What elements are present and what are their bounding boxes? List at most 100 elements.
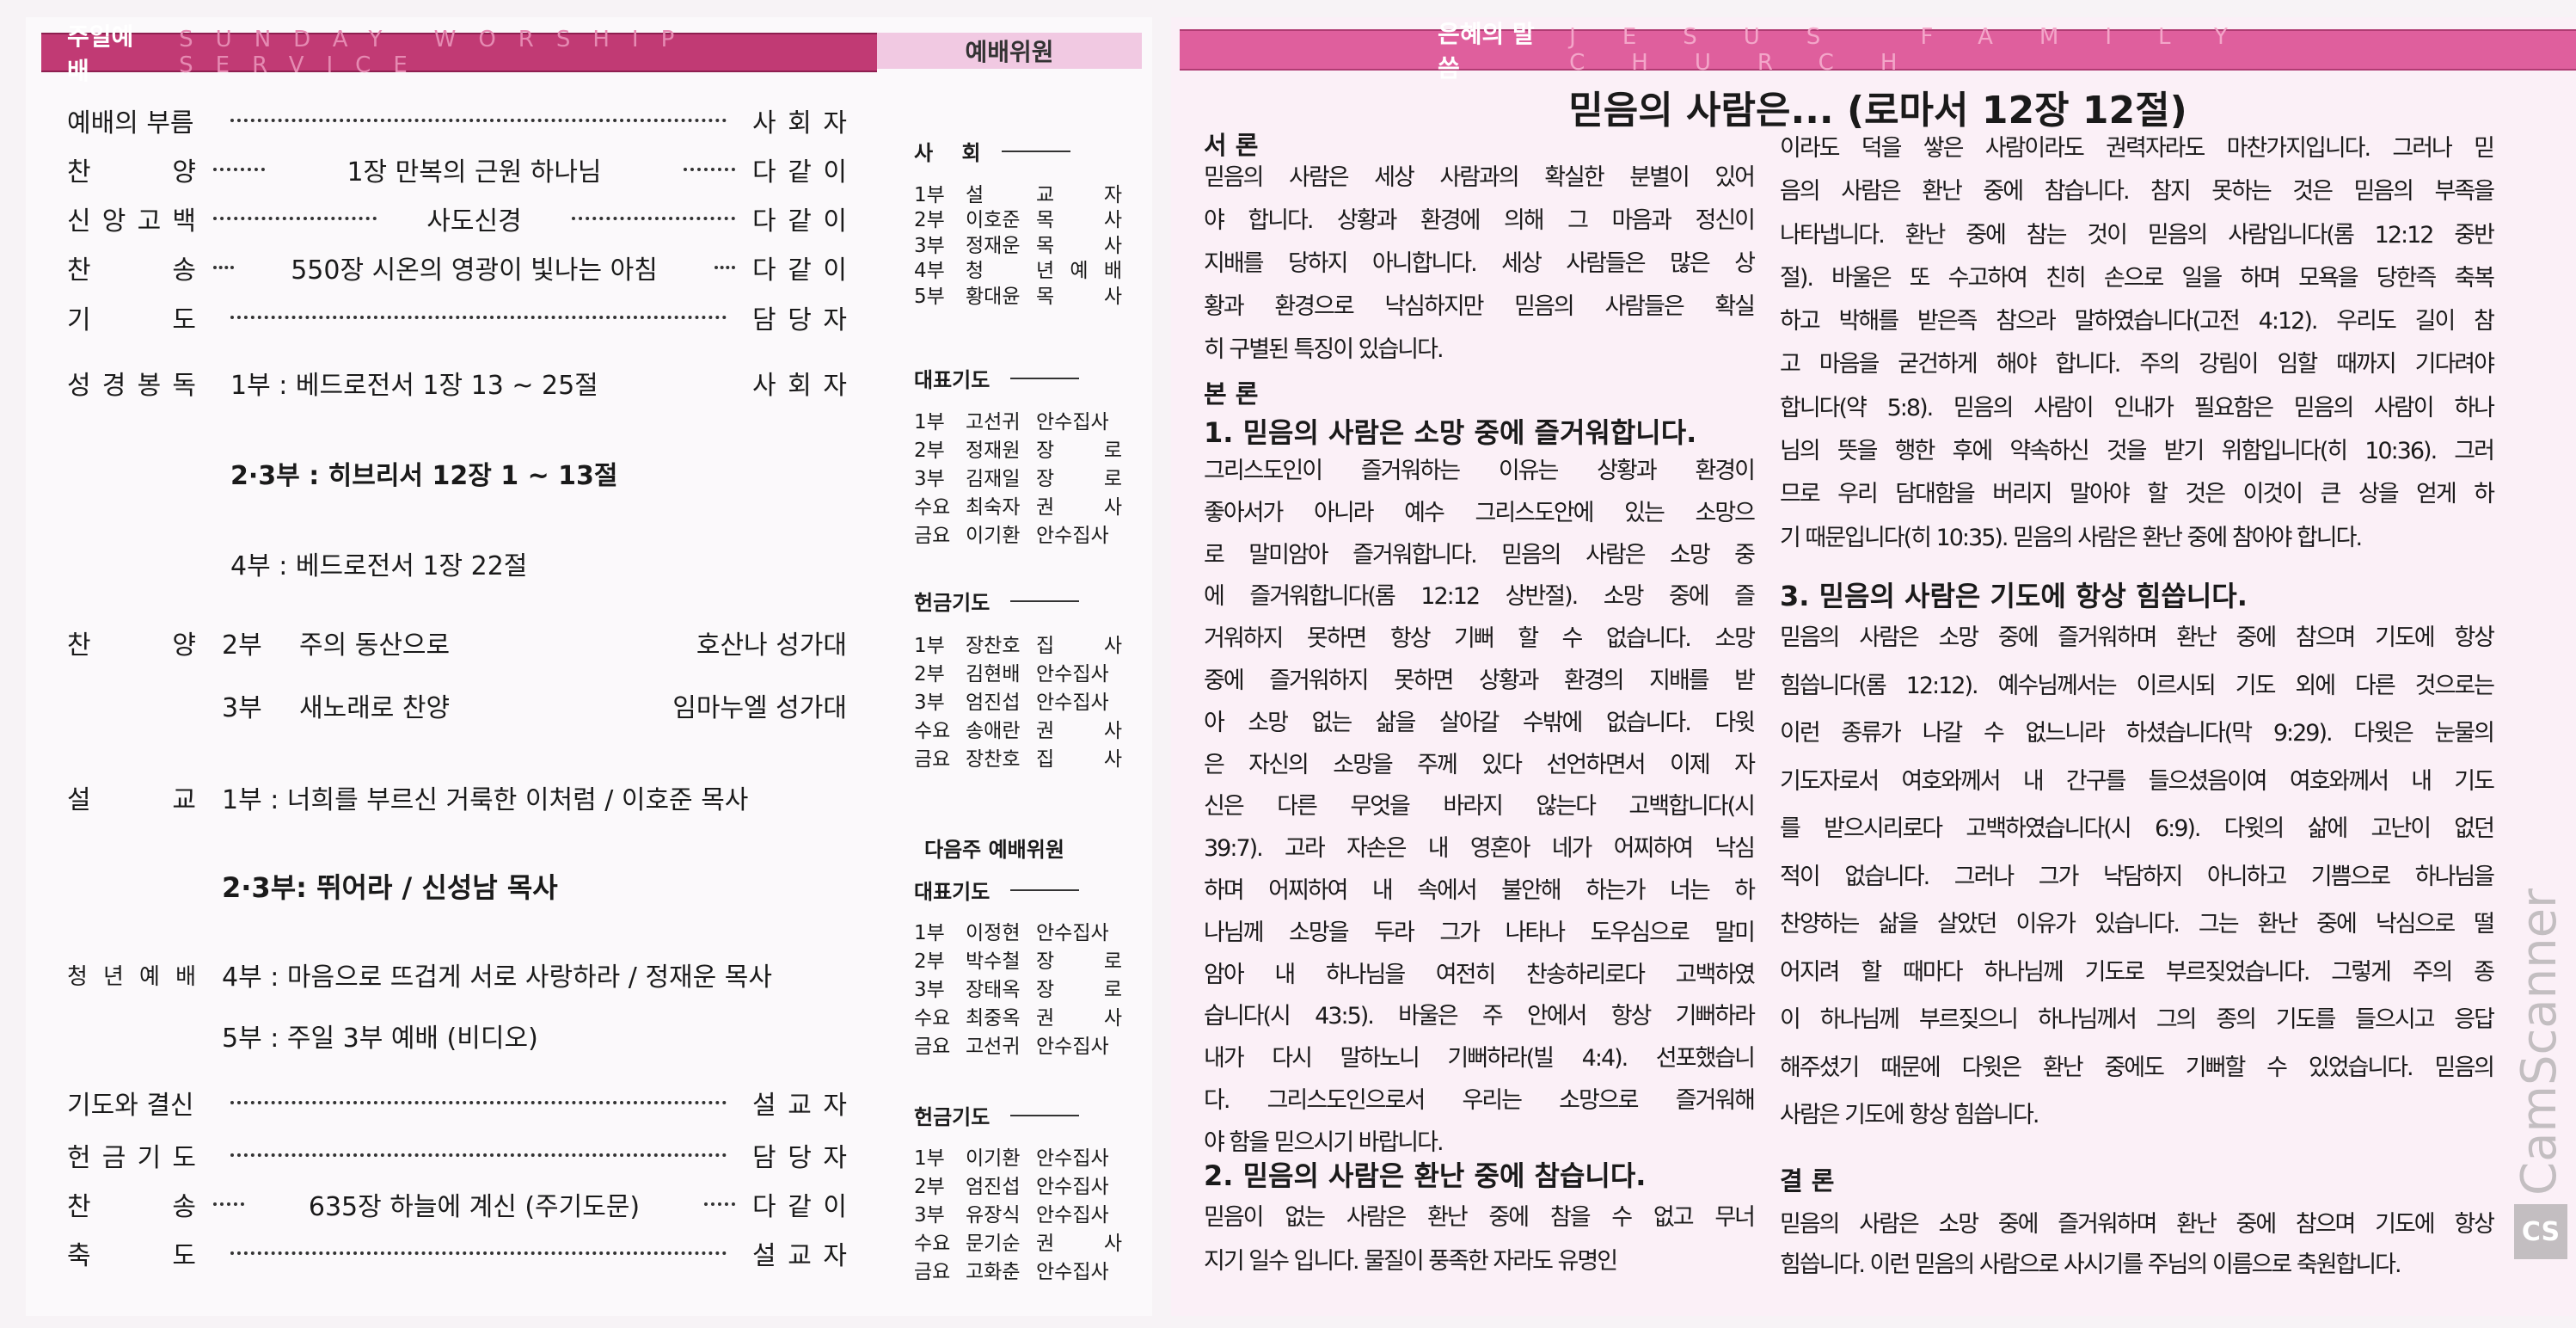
staff-part: 3부 xyxy=(914,1203,945,1227)
staff-name: 장태옥 xyxy=(966,978,1021,1001)
staff-title: 권 사 xyxy=(1036,1006,1122,1030)
youth-part4: 4부 : 마음으로 뜨겁게 서로 사랑하라 / 정재운 목사 xyxy=(222,962,772,993)
text-line: 아 소망 없는 삶을 살아갈 수밖에 없습니다. 다윗 xyxy=(1204,709,1756,736)
order-panel xyxy=(26,17,1152,1316)
order-label: 찬 양 xyxy=(67,157,196,188)
point3-text: 믿음의 사람은 소망 중에 즐거워하며 환난 중에 참으며 기도에 항상 힘씁니다… xyxy=(1780,614,2495,1140)
text-line: 에 즐거워합니다(롬 12:12 상반절). 소망 중에 즐 xyxy=(1204,583,1756,611)
staff-part: 5부 xyxy=(914,285,945,308)
staff-name: 이기환 xyxy=(966,1147,1021,1170)
dotted-leader xyxy=(213,1202,244,1206)
staff-entry: 수요 송애란 권 사 xyxy=(914,716,1125,742)
order-leader: 담 당 자 xyxy=(752,305,847,335)
staff-name: 장찬호 xyxy=(966,634,1021,657)
staff-entry: 1부 고선귀 안수집사 xyxy=(914,407,1125,433)
dotted-leader xyxy=(715,266,735,269)
staff-entry: 2부 이호준 목 사 xyxy=(914,206,1125,231)
staff-entry: 1부 이기환 안수집사 xyxy=(914,1143,1125,1170)
staff-part: 수요 xyxy=(914,1232,951,1255)
staff-entry: 수요 최숙자 권 사 xyxy=(914,492,1125,519)
staff-entry: 3부 김재일 장 로 xyxy=(914,464,1125,490)
order-hymn-2: 찬 송 635장 하늘에 계신 (주기도문) 다 같 이 xyxy=(67,1187,847,1222)
order-benediction: 축 도 설 교 자 xyxy=(67,1236,847,1271)
staff-group-heading: 대표기도 xyxy=(914,363,1080,393)
order-leader: 담 당 자 xyxy=(752,1143,847,1173)
order-choir-2: 3부 새노래로 찬양 임마누엘 성가대 xyxy=(67,688,847,723)
text-line: 이라도 덕을 쌓은 사람이라도 권력자라도 마찬가지입니다. 그러나 믿 xyxy=(1780,135,2495,162)
staff-title: 교 자 xyxy=(1036,183,1122,206)
youth-part5: 5부 : 주일 3부 예배 (비디오) xyxy=(222,1024,538,1054)
divider xyxy=(1010,1114,1080,1116)
text-line: 로 말미암아 즐거워합니다. 믿음의 사람은 소망 중 xyxy=(1204,541,1756,569)
order-label: 예배의 부름 xyxy=(67,108,194,138)
point1-heading: 1. 믿음의 사람은 소망 중에 즐거워합니다. xyxy=(1204,416,1697,449)
staff-title: 안수집사 xyxy=(1036,1175,1109,1198)
text-line: 해주셨기 때문에 다윗은 환난 중에도 기뻐할 수 있었습니다. 믿음의 xyxy=(1780,1054,2495,1081)
order-leader: 다 같 이 xyxy=(752,157,847,188)
staff-header: 예배위원 xyxy=(877,33,1142,69)
text-line: 힘씁니다. 이런 믿음의 사람으로 사시기를 주님의 이름으로 축원합니다. xyxy=(1780,1251,2402,1278)
staff-entry: 금요 이기환 안수집사 xyxy=(914,520,1125,547)
staff-name: 최숙자 xyxy=(966,495,1021,519)
staff-title: 집 사 xyxy=(1036,747,1122,771)
text-line: 나타냅니다. 환난 중에 참는 것이 믿음의 사람입니다(롬 12:12 중반 xyxy=(1780,221,2495,249)
text-line: 음의 사람은 환난 중에 참습니다. 참지 못하는 것은 믿음의 부족을 xyxy=(1780,178,2495,206)
staff-title: 권 사 xyxy=(1036,1232,1122,1255)
sermon-part1: 1부 : 너희를 부르신 거룩한 이처럼 / 이호준 목사 xyxy=(222,785,749,815)
order-label: 찬 송 xyxy=(67,1192,196,1222)
staff-title: 목 사 xyxy=(1036,234,1122,257)
word-header-title: 은혜의 말씀 xyxy=(1438,20,1535,83)
staff-part: 1부 xyxy=(914,634,945,657)
staff-title: 안수집사 xyxy=(1036,1260,1109,1283)
text-line: 그리스도인이 즐거워하는 이유는 상황과 환경이 xyxy=(1204,458,1756,484)
sermon-title: 믿음의 사람은... (로마서 12장 12절) xyxy=(1568,89,2187,132)
reading-part23: 2·3부 : 히브리서 12장 1 ~ 13절 xyxy=(230,461,618,491)
reading-part4: 4부 : 베드로전서 1장 22절 xyxy=(230,551,528,581)
order-label: 신 앙 고 백 xyxy=(67,206,196,237)
staff-name: 엄진섭 xyxy=(966,691,1021,714)
staff-entry: 2부 엄진섭 안수집사 xyxy=(914,1171,1125,1198)
text-line: 이런 종류가 나갈 수 없느니라 하셨습니다(막 9:29). 다윗은 눈물의 xyxy=(1780,720,2495,747)
worship-header-subtitle: SUNDAY WORSHIP SERVICE xyxy=(179,27,697,78)
camscanner-logo-icon: CS xyxy=(2514,1204,2567,1259)
staff-entry: 3부 장태옥 장 로 xyxy=(914,974,1125,1001)
divider xyxy=(1010,599,1080,602)
text-line: 암아 내 하나님을 여전히 찬송하리로다 고백하였 xyxy=(1204,961,1756,988)
text-line: 어지려 할 때마다 하나님께 기도로 부르짖었습니다. 그렇게 주의 종 xyxy=(1780,958,2495,986)
text-line: 사람은 기도에 항상 힘씁니다. xyxy=(1780,1102,2039,1128)
conclusion-heading: 결 론 xyxy=(1780,1166,1835,1196)
staff-part: 금요 xyxy=(914,524,951,547)
staff-title: 년 예 배 xyxy=(1036,260,1122,282)
staff-part: 2부 xyxy=(914,439,945,462)
staff-entry: 2부 박수철 장 로 xyxy=(914,946,1125,973)
text-line: 은 자신의 소망을 주께 있다 선언하면서 이제 자 xyxy=(1204,751,1756,778)
text-line: 기도자로서 여호와께서 내 간구를 들으셨음이여 여호와께서 내 기도 xyxy=(1780,767,2495,795)
order-label: 설 교 xyxy=(67,785,196,815)
point2-heading: 2. 믿음의 사람은 환난 중에 참습니다. xyxy=(1204,1159,1647,1192)
staff-part: 금요 xyxy=(914,747,951,771)
choir-song: 새노래로 찬양 xyxy=(299,693,451,723)
text-line: 좋아서가 아니라 예수 그리스도안에 있는 소망으 xyxy=(1204,499,1756,526)
order-label: 헌 금 기 도 xyxy=(67,1143,196,1173)
staff-part: 2부 xyxy=(914,1175,945,1198)
order-reading: 성 경 봉 독 1부 : 베드로전서 1장 13 ~ 25절 사 회 자 xyxy=(67,366,847,401)
order-label: 기도와 결신 xyxy=(67,1091,194,1121)
staff-title: 집 사 xyxy=(1036,634,1122,657)
staff-title: 안수집사 xyxy=(1036,662,1109,686)
staff-part: 수요 xyxy=(914,1006,951,1030)
staff-name: 문기순 xyxy=(966,1232,1021,1255)
choir-song: 주의 동산으로 xyxy=(299,630,451,661)
order-leader: 다 같 이 xyxy=(752,1192,847,1222)
dotted-leader xyxy=(572,217,735,220)
text-line: 다. 그리스도인으로서 우리는 소망으로 즐거워해 xyxy=(1204,1086,1756,1114)
worship-header-title: 주일예배 xyxy=(67,22,134,85)
watermark-text: CamScanner xyxy=(2512,888,2567,1196)
text-line: 찬양하는 삶을 살았던 이유가 있습니다. 그는 환난 중에 낙심으로 떨 xyxy=(1780,911,2495,938)
sermon-panel xyxy=(1171,17,2576,1316)
staff-part: 3부 xyxy=(914,467,945,490)
dotted-leader xyxy=(684,168,735,171)
dotted-leader xyxy=(230,119,727,122)
staff-group-title: 헌금기도 xyxy=(914,591,991,615)
order-choir-1: 찬 양 2부 주의 동산으로 호산나 성가대 xyxy=(67,625,847,661)
staff-name: 김재일 xyxy=(966,467,1021,490)
